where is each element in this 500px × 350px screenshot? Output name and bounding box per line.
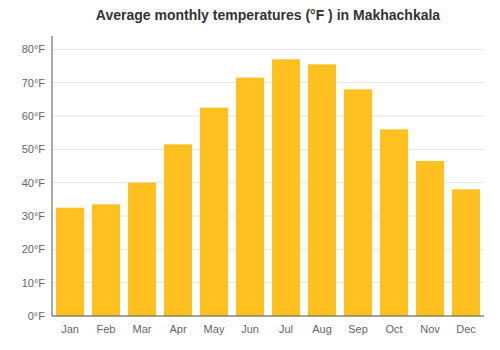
bar <box>452 189 480 316</box>
bar <box>92 204 120 316</box>
grid-line <box>52 149 484 150</box>
grid <box>52 49 484 316</box>
x-tick-label: May <box>204 323 225 335</box>
grid-line <box>52 116 484 117</box>
x-tick-label: Dec <box>456 323 476 335</box>
x-tick-label: Feb <box>97 323 116 335</box>
chart-container: Average monthly temperatures (°F ) in Ma… <box>0 0 500 350</box>
y-axis-line <box>52 36 53 316</box>
bar <box>344 89 372 316</box>
x-tick-label: Aug <box>312 323 332 335</box>
x-tick-label: Apr <box>169 323 186 335</box>
x-tick-label: Jul <box>279 323 293 335</box>
bar <box>128 183 156 316</box>
x-axis: Jan Feb Mar Apr May Jun Jul Aug Sep Oct Nov Dec <box>61 323 476 335</box>
y-axis: 0°F 10°F 20°F 30°F 40°F 50°F 60°F 70°F 80°F <box>22 43 46 322</box>
chart-svg: Average monthly temperatures (°F ) in Ma… <box>0 0 500 350</box>
grid-line <box>52 82 484 83</box>
grid-line <box>52 316 484 317</box>
bars <box>56 59 480 316</box>
y-tick-label: 80°F <box>22 43 46 55</box>
x-tick-label: Jun <box>241 323 259 335</box>
y-tick-label: 40°F <box>22 177 46 189</box>
x-tick-label: Mar <box>133 323 152 335</box>
y-tick-label: 10°F <box>22 277 46 289</box>
y-tick-label: 60°F <box>22 110 46 122</box>
bar <box>380 129 408 316</box>
bar <box>236 78 264 316</box>
x-tick-label: Nov <box>420 323 440 335</box>
bar <box>416 161 444 316</box>
x-tick-label: Oct <box>385 323 402 335</box>
bar <box>56 208 84 316</box>
bar <box>200 108 228 316</box>
y-tick-label: 50°F <box>22 143 46 155</box>
x-tick-label: Jan <box>61 323 79 335</box>
x-tick-label: Sep <box>348 323 368 335</box>
y-tick-label: 70°F <box>22 77 46 89</box>
bar <box>272 59 300 316</box>
bar <box>164 144 192 316</box>
y-tick-label: 20°F <box>22 243 46 255</box>
x-axis-line <box>52 316 484 317</box>
y-tick-label: 30°F <box>22 210 46 222</box>
title: Average monthly temperatures (°F ) in Ma… <box>96 7 441 23</box>
grid-line <box>52 49 484 50</box>
y-tick-label: 0°F <box>28 310 46 322</box>
bar <box>308 64 336 316</box>
